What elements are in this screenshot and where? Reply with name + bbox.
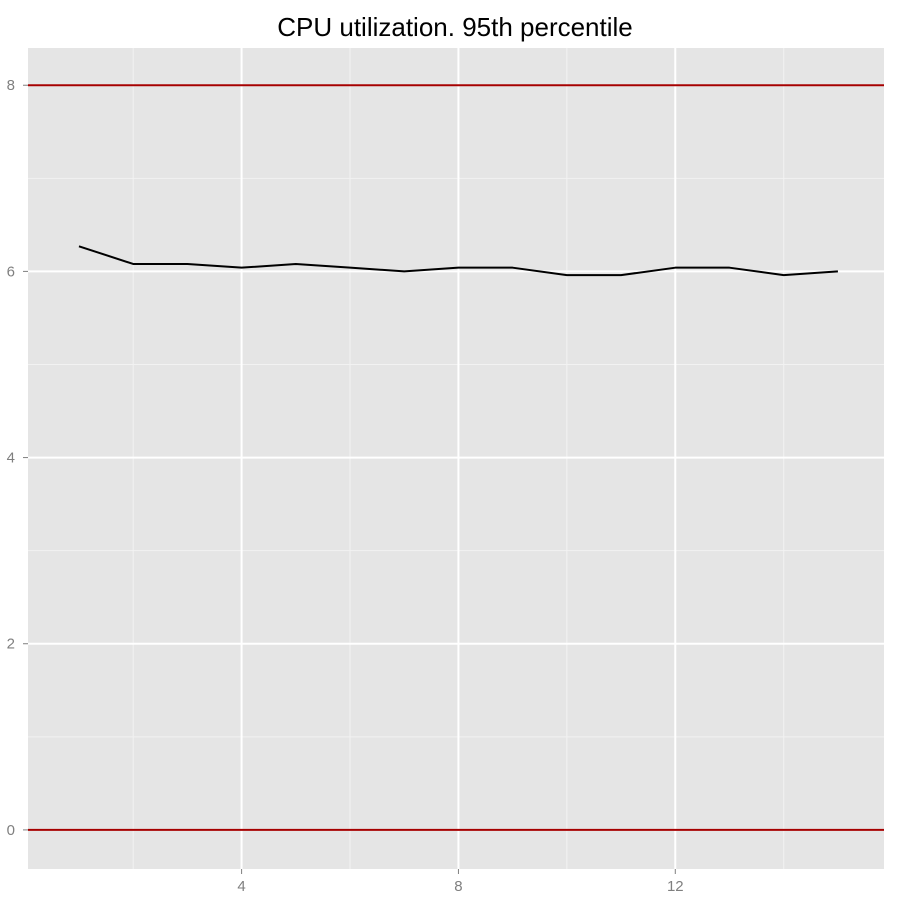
series-layer [78,245,838,277]
x-axis: 4 8 12 [237,869,684,895]
chart-title: CPU utilization. 95th percentile [277,12,633,42]
x-tick-label: 12 [667,878,684,895]
reference-lines [28,84,884,831]
y-tick-label: 2 [7,636,15,653]
y-tick-label: 8 [7,77,15,94]
y-tick-label: 0 [7,822,15,839]
y-tick-label: 6 [7,263,15,280]
x-tick-label: 8 [454,878,462,895]
series-line [78,245,838,277]
x-tick-label: 4 [237,878,245,895]
y-tick-label: 4 [7,450,15,467]
y-axis: 0 2 4 6 8 [7,77,28,839]
